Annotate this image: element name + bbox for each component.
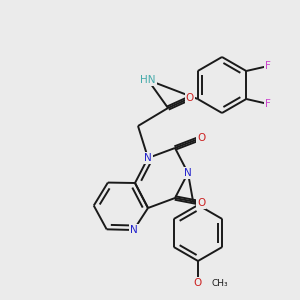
Text: N: N <box>184 168 192 178</box>
Text: N: N <box>144 153 152 163</box>
Text: N: N <box>130 225 137 235</box>
Text: O: O <box>197 133 205 143</box>
Text: O: O <box>186 93 194 103</box>
Text: O: O <box>197 198 205 208</box>
Text: O: O <box>194 278 202 288</box>
Text: F: F <box>265 99 271 109</box>
Text: HN: HN <box>140 75 156 85</box>
Text: CH₃: CH₃ <box>212 278 229 287</box>
Text: F: F <box>265 61 271 71</box>
